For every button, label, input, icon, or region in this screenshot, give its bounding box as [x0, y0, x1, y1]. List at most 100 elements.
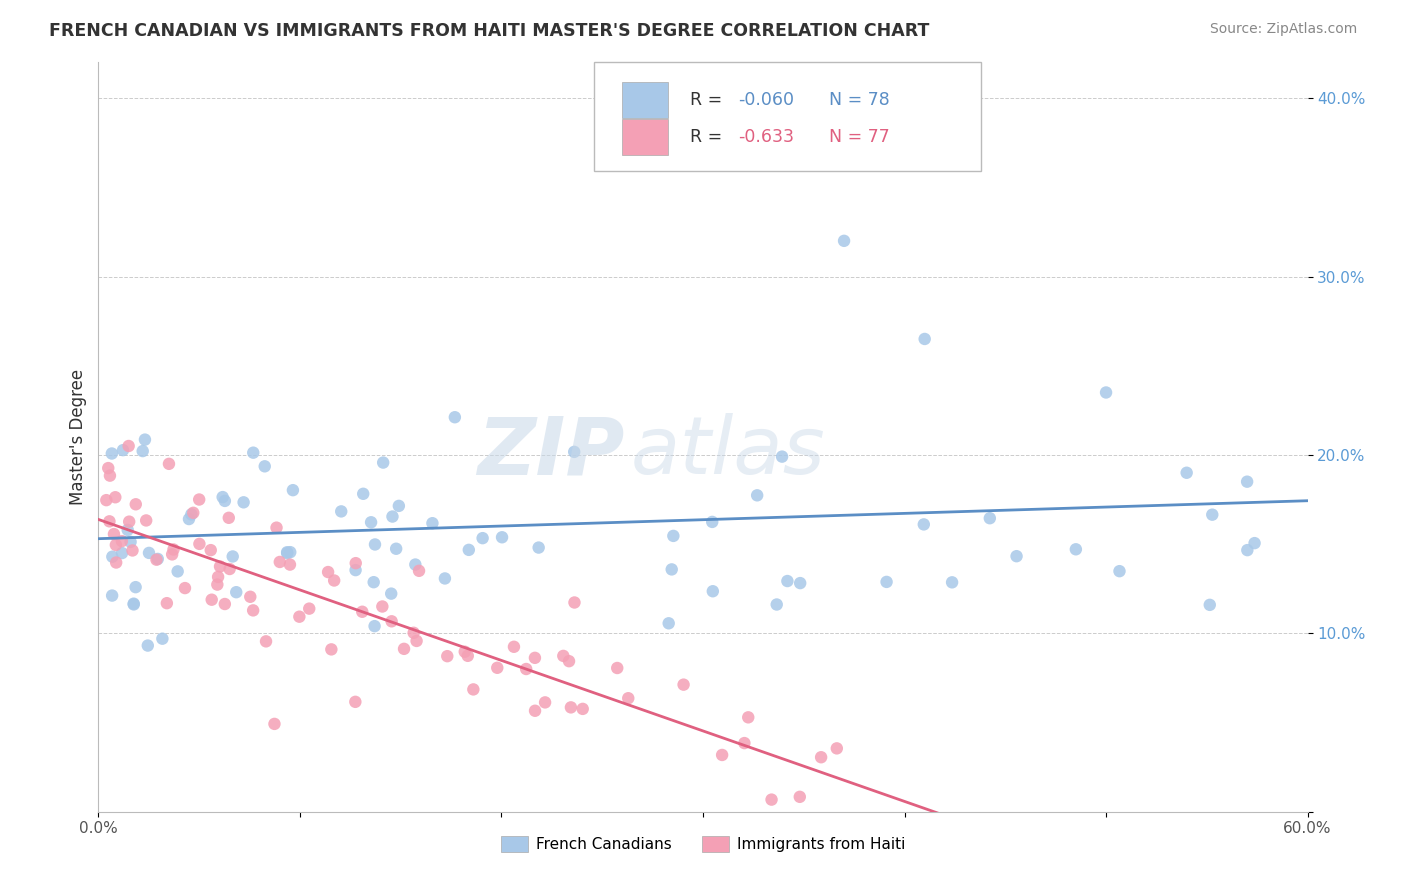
Point: [214, 494, 236, 508]
Point: [402, 625, 425, 640]
Point: [360, 516, 382, 530]
Text: ZIP: ZIP: [477, 413, 624, 491]
Point: [122, 597, 145, 611]
Point: [662, 529, 685, 543]
Point: [381, 509, 404, 524]
Point: [132, 444, 155, 458]
Point: [121, 543, 143, 558]
Point: [737, 710, 759, 724]
Point: [672, 678, 695, 692]
Point: [380, 586, 402, 600]
Point: [111, 534, 134, 549]
Point: [253, 459, 276, 474]
Point: [408, 564, 430, 578]
Point: [658, 616, 681, 631]
Text: N = 77: N = 77: [828, 128, 890, 146]
Point: [433, 571, 456, 585]
Point: [266, 521, 288, 535]
Point: [523, 650, 546, 665]
Text: -0.633: -0.633: [738, 128, 794, 146]
Point: [120, 534, 142, 549]
Point: [211, 490, 233, 504]
Point: [242, 603, 264, 617]
Point: [1005, 549, 1028, 564]
Point: [381, 615, 404, 629]
Text: -0.060: -0.060: [738, 91, 794, 109]
Point: [454, 645, 477, 659]
Point: [138, 546, 160, 560]
Point: [1198, 598, 1220, 612]
Point: [914, 332, 936, 346]
Point: [201, 592, 224, 607]
Point: [214, 597, 236, 611]
Point: [661, 562, 683, 576]
Point: [111, 546, 134, 560]
Point: [463, 682, 485, 697]
Point: [524, 704, 547, 718]
Point: [486, 661, 509, 675]
Point: [457, 648, 479, 663]
Point: [134, 433, 156, 447]
Point: [105, 556, 128, 570]
Point: [444, 410, 467, 425]
Point: [373, 456, 395, 470]
Point: [876, 574, 898, 589]
Point: [118, 439, 141, 453]
Point: [941, 575, 963, 590]
Point: [111, 443, 134, 458]
Point: [103, 527, 125, 541]
Point: [371, 599, 394, 614]
Point: [98, 514, 121, 528]
Point: [385, 541, 408, 556]
Point: [254, 634, 277, 648]
Point: [352, 605, 374, 619]
Point: [208, 559, 231, 574]
Point: [174, 581, 197, 595]
Point: [606, 661, 628, 675]
Point: [733, 736, 755, 750]
Point: [404, 558, 426, 572]
Text: atlas: atlas: [630, 413, 825, 491]
Point: [711, 747, 734, 762]
Point: [232, 495, 254, 509]
Point: [392, 641, 415, 656]
Point: [160, 548, 183, 562]
Point: [1108, 564, 1130, 578]
Point: [118, 515, 141, 529]
Point: [207, 577, 229, 591]
Point: [1201, 508, 1223, 522]
FancyBboxPatch shape: [595, 62, 981, 171]
Text: R =: R =: [690, 128, 727, 146]
Point: [162, 542, 184, 557]
Point: [1243, 536, 1265, 550]
Point: [276, 546, 298, 560]
Point: [436, 649, 458, 664]
Point: [218, 511, 240, 525]
Point: [527, 541, 550, 555]
Point: [330, 504, 353, 518]
Point: [321, 642, 343, 657]
Point: [146, 552, 169, 566]
Point: [278, 545, 301, 559]
Point: [263, 717, 285, 731]
Point: [135, 513, 157, 527]
Point: [692, 153, 714, 168]
Point: [770, 450, 793, 464]
Point: [122, 598, 145, 612]
Point: [181, 506, 204, 520]
Point: [979, 511, 1001, 525]
Point: [166, 565, 188, 579]
Point: [457, 542, 479, 557]
Point: [344, 563, 367, 577]
Point: [503, 640, 526, 654]
Point: [157, 457, 180, 471]
Point: [1064, 542, 1087, 557]
Point: [617, 691, 640, 706]
Point: [832, 234, 855, 248]
Point: [269, 555, 291, 569]
Point: [104, 538, 127, 552]
Point: [150, 632, 173, 646]
Bar: [621, 82, 668, 118]
Point: [239, 590, 262, 604]
Point: [200, 543, 222, 558]
